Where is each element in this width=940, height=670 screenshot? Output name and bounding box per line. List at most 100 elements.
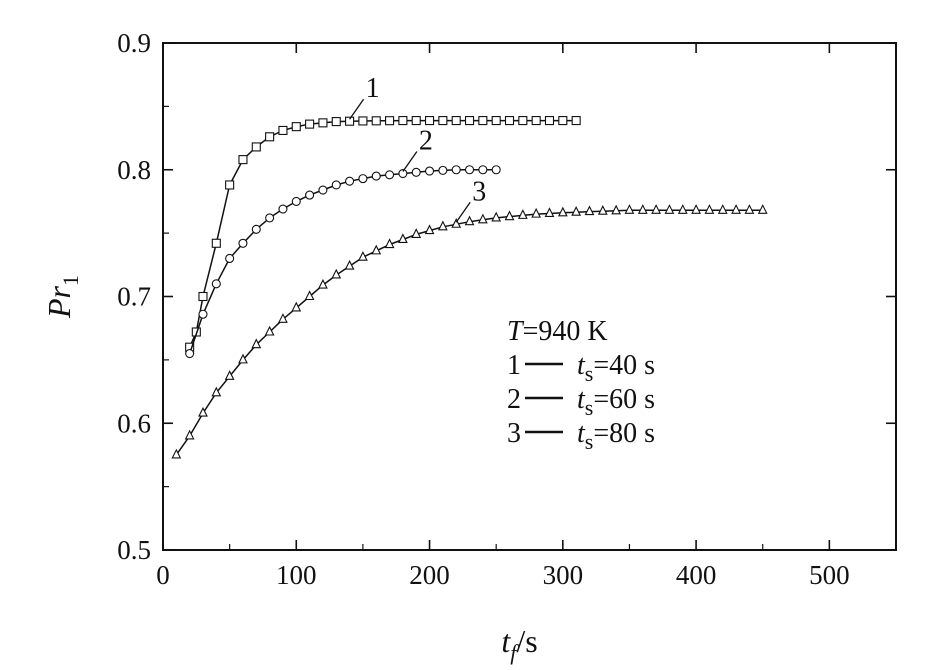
data-point-triangle bbox=[211, 386, 222, 397]
data-point-triangle bbox=[571, 205, 582, 216]
legend-entry-3: 3 ts=80 s bbox=[507, 418, 655, 454]
series-3 bbox=[171, 204, 768, 459]
data-point-triangle bbox=[331, 268, 342, 279]
curve-label-leader bbox=[402, 151, 418, 172]
legend-entry-value: =60 s bbox=[593, 384, 655, 415]
data-point-square bbox=[225, 180, 235, 190]
data-point-triangle bbox=[651, 204, 661, 214]
data-point-triangle bbox=[744, 204, 755, 214]
data-point-square bbox=[251, 142, 261, 152]
data-point-triangle bbox=[264, 325, 275, 336]
curve-label-leader bbox=[349, 98, 365, 120]
data-point-triangle bbox=[278, 313, 288, 323]
legend-condition: T=940 K bbox=[507, 316, 608, 347]
data-point-triangle bbox=[451, 218, 462, 228]
curve-label-leader bbox=[455, 201, 471, 223]
data-point-triangle bbox=[731, 204, 741, 214]
data-point-square bbox=[238, 155, 248, 165]
data-point-circle bbox=[251, 224, 261, 234]
data-point-circle bbox=[331, 180, 341, 190]
data-point-triangle bbox=[637, 204, 648, 214]
curve-label: 1 bbox=[366, 73, 380, 104]
data-point-circle bbox=[185, 348, 195, 359]
data-point-square bbox=[371, 116, 381, 126]
data-point-triangle bbox=[517, 209, 528, 219]
data-point-triangle bbox=[224, 370, 235, 380]
y-axis-label-var: Pr bbox=[41, 285, 77, 319]
y-tick-label: 0.6 bbox=[117, 408, 151, 438]
data-point-triangle bbox=[411, 228, 422, 238]
data-point-square bbox=[438, 116, 448, 126]
data-point-triangle bbox=[184, 429, 195, 440]
data-point-square bbox=[198, 291, 208, 302]
data-point-square bbox=[211, 238, 221, 248]
data-point-triangle bbox=[691, 204, 701, 214]
data-point-triangle bbox=[464, 215, 475, 226]
data-point-triangle bbox=[491, 211, 502, 222]
data-point-triangle bbox=[398, 233, 408, 244]
data-point-circle bbox=[345, 176, 355, 186]
data-point-triangle bbox=[171, 448, 182, 459]
data-point-triangle bbox=[504, 210, 515, 221]
series-line-1 bbox=[189, 119, 577, 348]
legend-entry-var: t bbox=[577, 418, 586, 449]
data-point-circle bbox=[198, 309, 208, 319]
y-axis-label-sub: 1 bbox=[58, 275, 83, 286]
data-point-circle bbox=[225, 253, 235, 264]
data-point-triangle bbox=[531, 207, 542, 218]
y-tick-label: 0.8 bbox=[117, 155, 151, 185]
data-point-triangle bbox=[677, 204, 688, 214]
data-point-square bbox=[464, 116, 475, 126]
data-point-triangle bbox=[611, 204, 622, 215]
data-point-circle bbox=[291, 196, 301, 206]
data-point-circle bbox=[411, 167, 421, 177]
legend-entry-var: t bbox=[577, 350, 586, 381]
legend-entry-value: =40 s bbox=[593, 350, 655, 381]
y-tick-label: 0.7 bbox=[117, 282, 151, 312]
data-point-triangle bbox=[304, 290, 315, 301]
data-point-circle bbox=[305, 190, 315, 200]
x-tick-label: 100 bbox=[276, 560, 317, 590]
data-point-triangle bbox=[318, 278, 328, 289]
series-line-3 bbox=[175, 209, 763, 456]
data-point-circle bbox=[318, 185, 328, 195]
plot-frame bbox=[162, 42, 897, 551]
data-point-circle bbox=[358, 174, 368, 184]
data-point-square bbox=[305, 119, 315, 129]
legend-condition-var: T bbox=[507, 316, 525, 347]
data-point-square bbox=[571, 116, 581, 126]
data-point-circle bbox=[438, 165, 448, 175]
data-point-triangle bbox=[251, 338, 262, 349]
data-point-triangle bbox=[557, 206, 568, 217]
data-point-triangle bbox=[477, 213, 488, 224]
curve-label: 2 bbox=[419, 126, 433, 157]
x-axis-label: tf/s bbox=[501, 623, 537, 665]
data-point-triangle bbox=[544, 207, 555, 218]
data-point-circle bbox=[491, 165, 501, 175]
series-line-2 bbox=[188, 168, 497, 354]
data-point-square bbox=[451, 116, 461, 126]
data-point-circle bbox=[451, 165, 461, 175]
data-point-square bbox=[411, 116, 421, 126]
data-point-circle bbox=[478, 165, 488, 175]
data-point-triangle bbox=[437, 220, 448, 231]
data-point-square bbox=[558, 116, 568, 126]
data-point-triangle bbox=[597, 204, 608, 215]
data-point-triangle bbox=[198, 406, 208, 417]
data-point-square bbox=[291, 122, 301, 132]
data-point-circle bbox=[385, 170, 395, 180]
data-point-circle bbox=[278, 204, 288, 214]
data-point-triangle bbox=[371, 244, 382, 255]
series-1 bbox=[185, 116, 581, 352]
data-point-circle bbox=[424, 166, 435, 176]
data-point-square bbox=[318, 118, 328, 128]
data-point-square bbox=[385, 116, 395, 126]
x-tick-label: 500 bbox=[809, 560, 850, 590]
data-point-square bbox=[478, 116, 488, 126]
legend-entry-number: 3 bbox=[507, 418, 521, 449]
data-point-triangle bbox=[624, 204, 635, 214]
data-point-square bbox=[531, 116, 541, 126]
data-point-triangle bbox=[358, 250, 368, 261]
x-axis-label-var: t bbox=[501, 623, 511, 659]
